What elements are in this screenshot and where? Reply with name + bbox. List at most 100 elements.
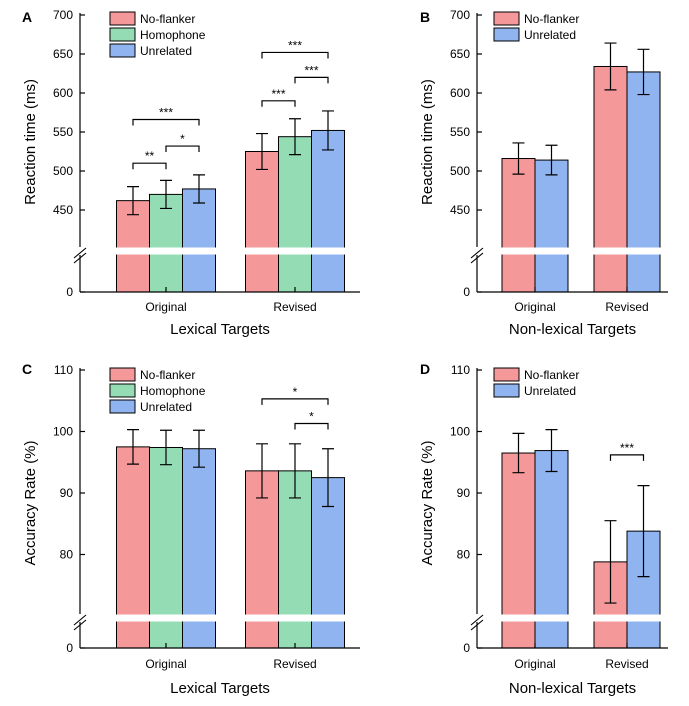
y-tick-label: 450 [450, 203, 470, 217]
y-tick-label: 100 [450, 425, 470, 439]
significance-bracket [294, 422, 329, 430]
y-tick-label: 500 [450, 164, 470, 178]
error-bar [289, 443, 301, 499]
bar [534, 159, 569, 293]
y-tick-label: 0 [66, 641, 73, 655]
y-tick-label: 650 [450, 47, 470, 61]
bar [116, 200, 150, 293]
error-bar [193, 174, 205, 204]
panel-a: A 0 450 500 550 600 650 700 Original Revised React… [22, 8, 364, 338]
x-axis-title: Non-lexical Targets [509, 680, 636, 697]
error-bar [604, 520, 617, 604]
error-bar [604, 42, 617, 91]
significance-bracket [132, 118, 200, 126]
y-tick-label: 0 [463, 285, 470, 299]
x-tick-label: Original [145, 300, 186, 314]
legend-label: No-flanker [140, 12, 195, 26]
y-tick-label: 700 [53, 8, 73, 22]
y-tick-label: 0 [463, 641, 470, 655]
y-tick-label: 550 [450, 125, 470, 139]
significance-bracket [609, 454, 645, 461]
x-tick-label: Revised [605, 300, 648, 314]
legend-label: Unrelated [524, 384, 576, 398]
y-tick-label: 700 [450, 8, 470, 22]
x-tick-label: Revised [605, 657, 648, 671]
error-bar [512, 142, 525, 175]
error-bar [637, 48, 650, 96]
panel-d: D 0 80 90 100 110 Original Revised Accuracy Rate… [419, 361, 672, 697]
axis-break-mark [470, 247, 484, 264]
y-tick-label: 600 [450, 86, 470, 100]
x-axis-title: Lexical Targets [170, 680, 270, 697]
legend-label: No-flanker [524, 368, 579, 382]
significance-label: ** [145, 149, 155, 163]
panel-b: B 0 450 500 550 600 650 700 Original Revised React… [419, 8, 672, 338]
significance-label: *** [304, 63, 318, 77]
y-tick-label: 90 [60, 486, 74, 500]
error-bar [322, 110, 334, 151]
bar [278, 136, 312, 293]
legend-label: Unrelated [140, 400, 192, 414]
significance-bracket [132, 162, 167, 170]
y-tick-label: 500 [53, 164, 73, 178]
panel-letter: B [420, 9, 430, 25]
significance-label: * [293, 385, 298, 399]
panel-letter: C [22, 361, 32, 377]
bar [501, 158, 536, 293]
error-bar [127, 186, 139, 216]
bar [245, 151, 279, 293]
error-bar [127, 429, 139, 465]
significance-bracket [294, 76, 329, 84]
significance-label: * [309, 410, 314, 424]
bar [311, 129, 345, 293]
y-tick-label: 80 [60, 548, 74, 562]
significance-label: * [180, 132, 185, 146]
axis-break-mark [73, 247, 87, 264]
bar [593, 65, 628, 293]
x-tick-label: Original [145, 657, 186, 671]
error-bar [545, 144, 558, 176]
legend-label: Homophone [140, 28, 206, 42]
legend-swatch [109, 383, 136, 398]
legend-label: No-flanker [140, 368, 195, 382]
legend-swatch [109, 11, 136, 26]
panel-c: C 0 80 90 100 110 Original Revised Accuracy Rate… [22, 361, 364, 697]
x-tick-label: Revised [273, 300, 316, 314]
error-bar [160, 429, 172, 466]
axis-break-mark [470, 614, 484, 631]
legend-swatch [109, 367, 136, 382]
y-tick-label: 90 [457, 486, 471, 500]
legend-swatch [493, 367, 520, 382]
legend-label: Homophone [140, 384, 206, 398]
legend-swatch [493, 27, 520, 42]
x-tick-label: Original [514, 657, 555, 671]
significance-bracket [165, 145, 200, 153]
legend-swatch [493, 11, 520, 26]
y-tick-label: 450 [53, 203, 73, 217]
error-bar [193, 429, 205, 468]
x-axis-title: Non-lexical Targets [509, 321, 636, 338]
error-bar [512, 432, 525, 474]
legend-swatch [109, 43, 136, 58]
error-bar [545, 429, 558, 473]
panel-letter: A [22, 9, 32, 25]
legend-swatch [109, 399, 136, 414]
significance-label: *** [159, 106, 173, 120]
panel-letter: D [420, 361, 430, 377]
y-axis-label: Reaction time (ms) [22, 79, 39, 205]
y-tick-label: 110 [54, 363, 73, 377]
error-bar [256, 132, 268, 171]
y-tick-label: 0 [66, 285, 73, 299]
error-bar [160, 179, 172, 210]
x-axis-title: Lexical Targets [170, 321, 270, 338]
x-tick-label: Original [514, 300, 555, 314]
x-tick-label: Revised [273, 657, 316, 671]
error-bar [256, 443, 268, 499]
y-tick-label: 80 [457, 548, 471, 562]
legend-label: Unrelated [140, 44, 192, 58]
significance-bracket [261, 398, 329, 405]
legend-swatch [109, 27, 136, 42]
significance-label: *** [620, 441, 634, 455]
y-tick-label: 650 [53, 47, 73, 61]
